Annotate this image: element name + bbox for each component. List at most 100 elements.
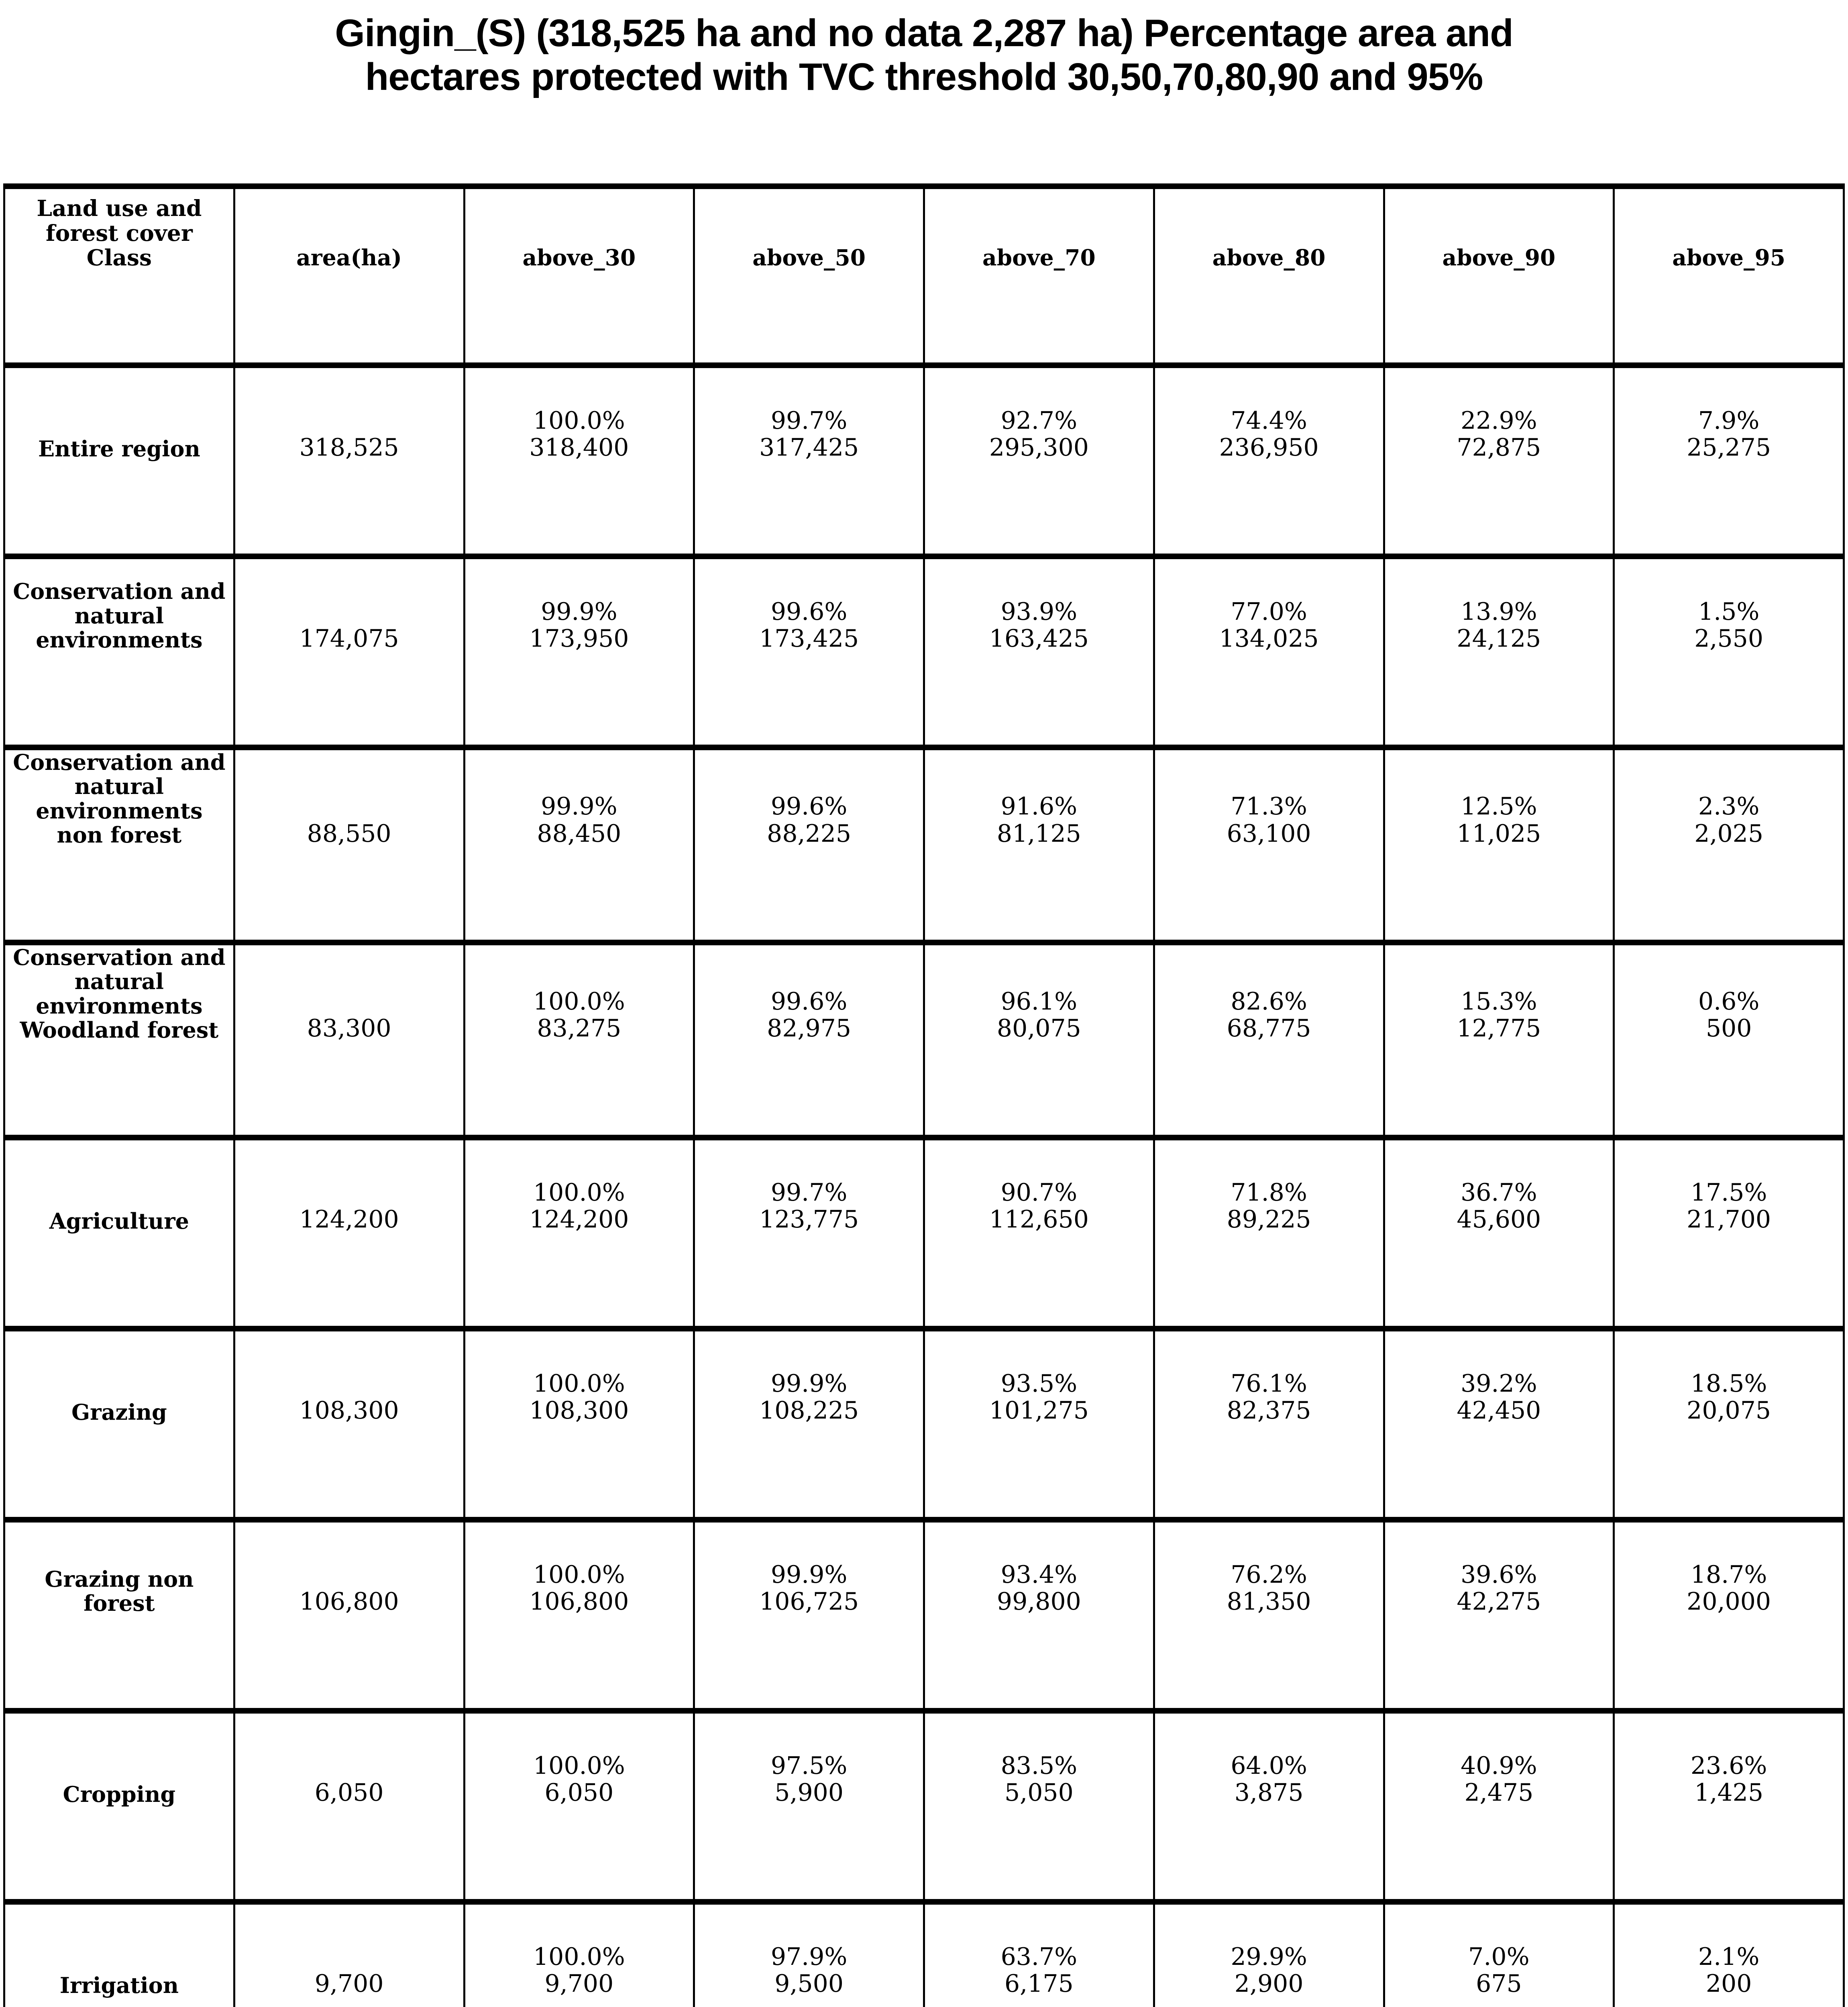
cell-percent: 74.4% (1231, 406, 1307, 435)
cell-threshold: 82.6% 68,775 (1153, 939, 1385, 1140)
cell-percent: 77.0% (1231, 597, 1307, 626)
cell-threshold: 64.0% 3,875 (1153, 1708, 1385, 1905)
cell-threshold: 99.7% 317,425 (693, 362, 925, 559)
cell-percent: 39.6% (1461, 1561, 1537, 1589)
cell-percent: 99.7% (770, 1179, 848, 1207)
cell-percent: 0.6% (1698, 987, 1760, 1016)
row-label: Agriculture (3, 1134, 235, 1331)
column-header-2: above_30 (463, 183, 695, 368)
cell-hectares: 81,350 (1227, 1588, 1311, 1616)
cell-threshold: 36.7% 45,600 (1383, 1134, 1615, 1331)
cell-hectares: 3,875 (1234, 1779, 1304, 1807)
data-table: Land use and forest cover Class area(ha) a… (3, 183, 1845, 2007)
cell-area: 124,200 (233, 1134, 465, 1331)
cell-hectares: 106,725 (759, 1588, 859, 1616)
row-label: Conservation and natural environments (3, 553, 235, 750)
cell-hectares: 200 (1705, 1970, 1752, 1998)
cell-hectares: 81,125 (996, 819, 1081, 848)
table-row: Conservation and natural environments no… (3, 744, 1845, 945)
cell-percent: 18.7% (1690, 1561, 1767, 1589)
cell-hectares: 2,550 (1694, 624, 1764, 653)
table-row: Agriculture 124,200 100.0% 124,200 99.7% 123,… (3, 1134, 1845, 1331)
row-label: Conservation and natural environments Wo… (3, 939, 235, 1140)
cell-threshold: 74.4% 236,950 (1153, 362, 1385, 559)
page-title-line2: hectares protected with TVC threshold 30… (365, 55, 1483, 99)
cell-percent: 23.6% (1690, 1752, 1767, 1780)
cell-threshold: 15.3% 12,775 (1383, 939, 1615, 1140)
cell-hectares: 500 (1705, 1014, 1752, 1043)
cell-threshold: 22.9% 72,875 (1383, 362, 1615, 559)
column-header-1: area(ha) (233, 183, 465, 368)
cell-hectares: 2,475 (1464, 1779, 1534, 1807)
cell-percent: 100.0% (533, 1752, 625, 1780)
page-title: Gingin_(S) (318,525 ha and no data 2,287… (0, 11, 1848, 99)
cell-hectares: 101,275 (989, 1396, 1089, 1425)
table-row: Entire region 318,525 100.0% 318,400 99.7% 31… (3, 362, 1845, 559)
cell-percent: 99.9% (541, 597, 617, 626)
cell-hectares: 21,700 (1687, 1205, 1771, 1234)
table-row: Conservation and natural environments Wo… (3, 939, 1845, 1140)
cell-threshold: 0.6% 500 (1613, 939, 1845, 1140)
cell-hectares: 236,950 (1219, 433, 1319, 462)
cell-percent: 71.3% (1231, 792, 1307, 821)
cell-area: 174,075 (233, 553, 465, 750)
cell-threshold: 39.2% 42,450 (1383, 1325, 1615, 1523)
cell-hectares: 317,425 (759, 433, 859, 462)
cell-percent: 100.0% (533, 406, 625, 435)
cell-percent: 39.2% (1461, 1370, 1537, 1398)
cell-hectares: 6,175 (1004, 1970, 1074, 1998)
cell-hectares: 2,025 (1694, 819, 1764, 848)
cell-threshold: 96.1% 80,075 (923, 939, 1155, 1140)
cell-threshold: 1.5% 2,550 (1613, 553, 1845, 750)
cell-percent: 99.6% (770, 792, 848, 821)
cell-hectares: 295,300 (989, 433, 1089, 462)
cell-threshold: 63.7% 6,175 (923, 1899, 1155, 2007)
cell-hectares: 42,275 (1457, 1588, 1541, 1616)
cell-percent: 99.9% (770, 1561, 848, 1589)
cell-hectares: 675 (1476, 1970, 1522, 1998)
cell-hectares: 9,700 (544, 1970, 614, 1998)
cell-percent: 93.9% (1000, 597, 1078, 626)
cell-percent: 91.6% (1000, 792, 1078, 821)
cell-threshold: 97.5% 5,900 (693, 1708, 925, 1905)
table-row: Conservation and natural environments 174… (3, 553, 1845, 750)
row-label: Entire region (3, 362, 235, 559)
cell-hectares: 1,425 (1694, 1779, 1764, 1807)
cell-percent: 63.7% (1000, 1943, 1078, 1971)
cell-percent: 29.9% (1231, 1943, 1307, 1971)
cell-area: 106,800 (233, 1516, 465, 1714)
cell-threshold: 7.9% 25,275 (1613, 362, 1845, 559)
cell-threshold: 100.0% 6,050 (463, 1708, 695, 1905)
row-label: Irrigation (3, 1899, 235, 2007)
cell-hectares: 89,225 (1227, 1205, 1311, 1234)
cell-percent: 40.9% (1461, 1752, 1537, 1780)
cell-hectares: 20,000 (1687, 1588, 1771, 1616)
cell-threshold: 93.5% 101,275 (923, 1325, 1155, 1523)
cell-percent: 1.5% (1698, 597, 1760, 626)
cell-threshold: 100.0% 9,700 (463, 1899, 695, 2007)
cell-percent: 99.7% (770, 406, 848, 435)
cell-percent: 99.9% (541, 792, 617, 821)
cell-hectares: 45,600 (1457, 1205, 1541, 1234)
cell-hectares: 163,425 (989, 624, 1089, 653)
cell-threshold: 99.9% 88,450 (463, 744, 695, 945)
cell-percent: 36.7% (1461, 1179, 1537, 1207)
cell-percent: 92.7% (1000, 406, 1078, 435)
cell-area: 83,300 (233, 939, 465, 1140)
cell-hectares: 108,225 (759, 1396, 859, 1425)
row-label: Grazing (3, 1325, 235, 1523)
cell-threshold: 100.0% 108,300 (463, 1325, 695, 1523)
cell-percent: 97.9% (770, 1943, 848, 1971)
cell-percent: 100.0% (533, 987, 625, 1016)
cell-hectares: 108,300 (529, 1396, 629, 1425)
cell-threshold: 99.9% 173,950 (463, 553, 695, 750)
cell-percent: 76.2% (1231, 1561, 1307, 1589)
row-label: Cropping (3, 1708, 235, 1905)
cell-hectares: 5,050 (1004, 1779, 1074, 1807)
cell-percent: 2.3% (1698, 792, 1760, 821)
cell-percent: 100.0% (533, 1370, 625, 1398)
cell-area: 6,050 (233, 1708, 465, 1905)
cell-percent: 99.6% (770, 987, 848, 1016)
cell-hectares: 82,375 (1227, 1396, 1311, 1425)
cell-percent: 22.9% (1461, 406, 1537, 435)
